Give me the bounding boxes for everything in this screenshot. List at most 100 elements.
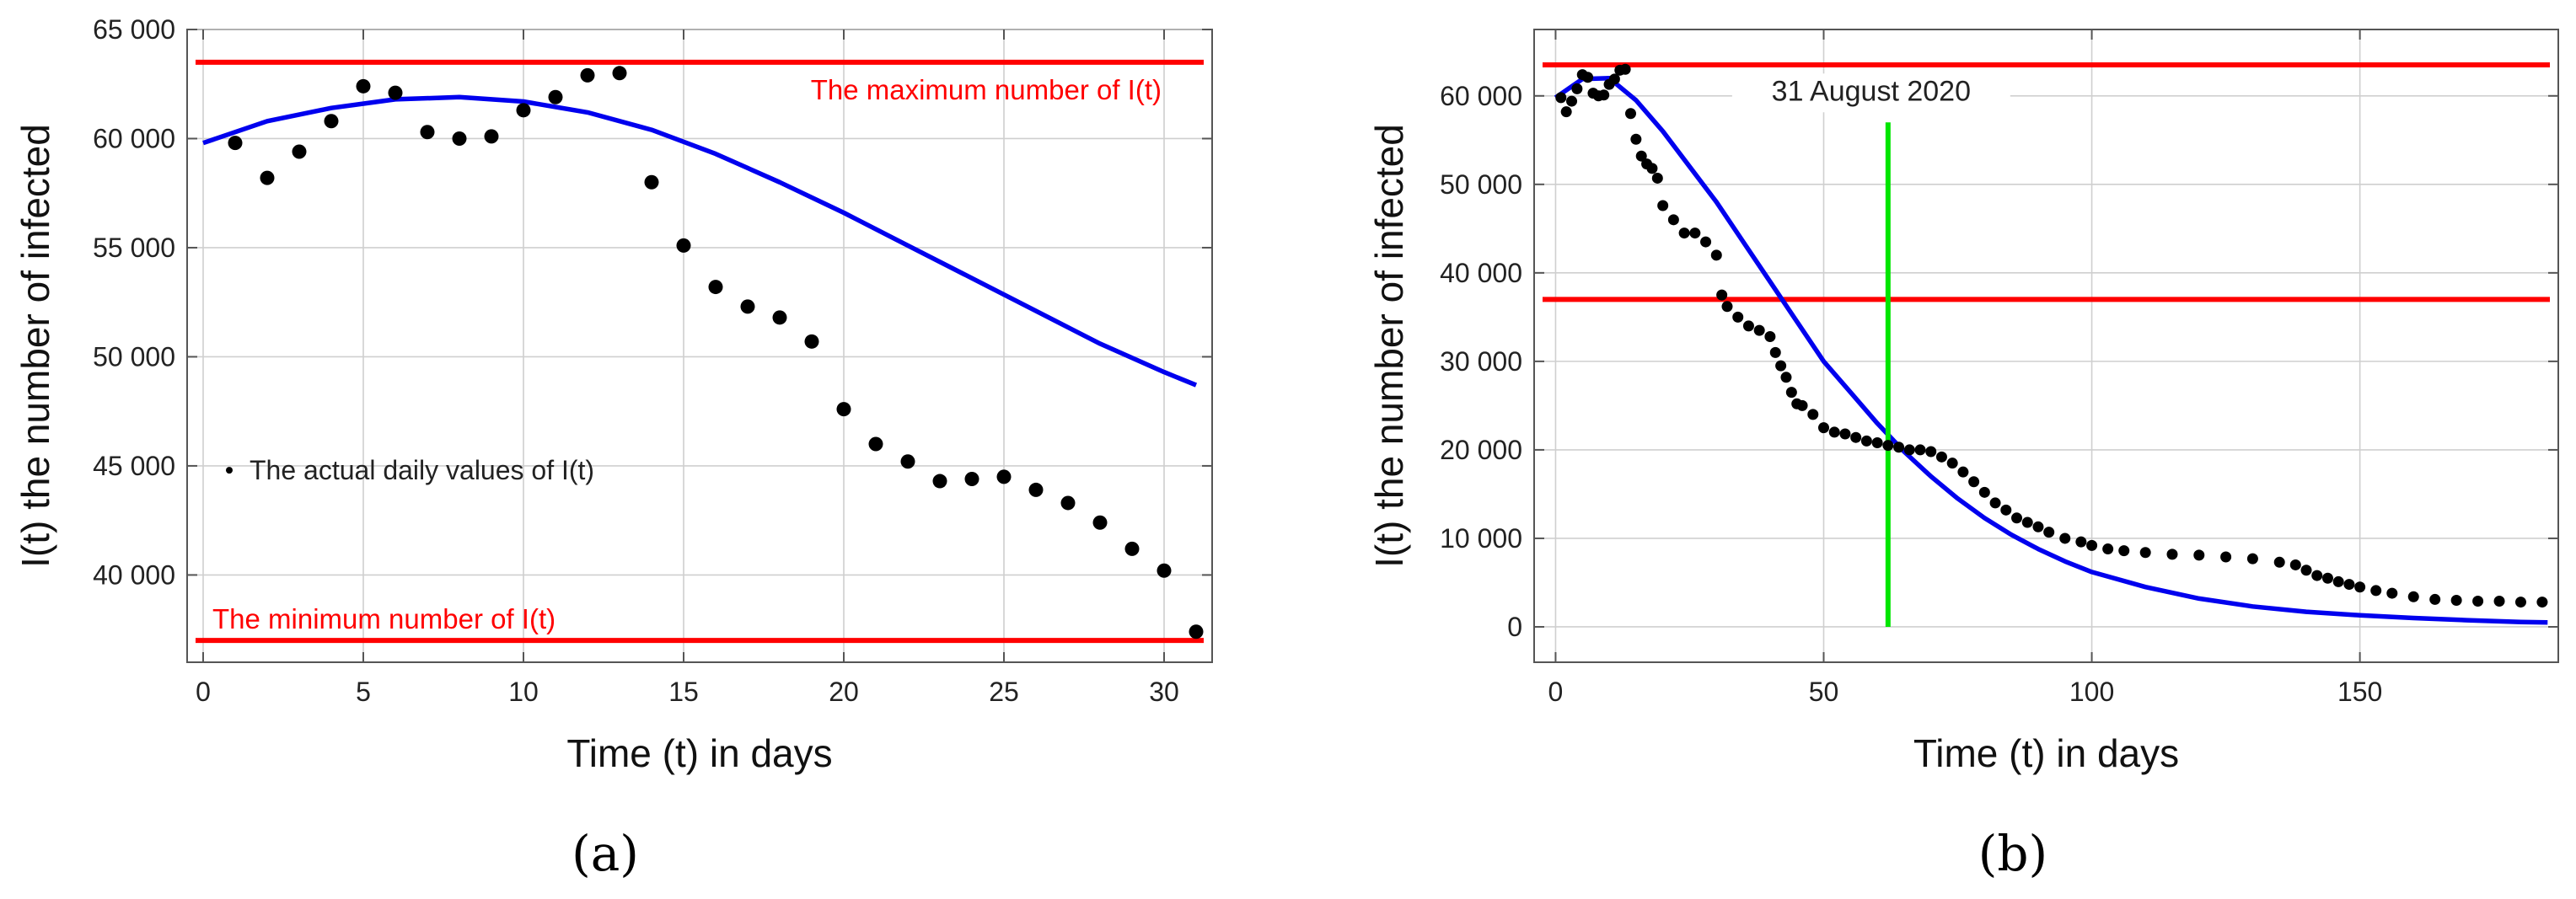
data-point <box>2332 575 2344 587</box>
plot-frame <box>186 29 1213 663</box>
x-tick-label: 25 <box>989 677 1019 707</box>
data-point <box>2536 597 2548 608</box>
data-point <box>228 136 243 151</box>
x-tick-label: 100 <box>2069 677 2114 707</box>
data-point <box>516 103 531 118</box>
y-tick-label: 60 000 <box>1440 81 1522 111</box>
data-point <box>772 310 787 325</box>
chart-panel-a: 40 000 45 000 50 000 55 000 60 000 65 000 0 5 10… <box>13 14 1213 775</box>
data-point <box>1882 440 1894 452</box>
data-point <box>2139 547 2151 559</box>
date-label-background <box>1731 73 2010 113</box>
data-point <box>1630 133 1642 145</box>
data-point <box>1978 486 1990 498</box>
data-point <box>1850 431 1862 443</box>
data-point <box>1989 497 2001 509</box>
data-point <box>1092 515 1108 530</box>
data-point <box>1710 249 1722 261</box>
x-tick-label: 10 <box>508 677 539 707</box>
data-point <box>1764 330 1776 342</box>
data-point <box>2220 551 2232 563</box>
data-point <box>356 78 371 94</box>
data-point <box>1903 444 1915 456</box>
data-point <box>1635 150 1647 162</box>
data-point <box>2166 548 2178 560</box>
data-point <box>260 170 275 185</box>
data-point <box>1860 435 1872 447</box>
data-point <box>2386 587 2398 599</box>
data-point <box>1753 324 1765 336</box>
y-tick-label: 60 000 <box>93 123 175 153</box>
data-point <box>2246 553 2258 565</box>
data-point <box>1780 372 1792 383</box>
data-point <box>1124 541 1140 556</box>
data-point <box>1667 214 1679 226</box>
y-tick-label: 20 000 <box>1440 435 1522 465</box>
y-tick-label: 50 000 <box>93 341 175 372</box>
data-point <box>676 238 691 253</box>
data-point <box>1571 83 1583 94</box>
data-point <box>644 174 659 190</box>
data-point <box>2032 521 2044 532</box>
data-point <box>548 89 563 104</box>
data-point <box>708 280 723 295</box>
data-point <box>740 299 755 314</box>
data-point <box>2472 596 2484 607</box>
data-point <box>1716 289 1728 301</box>
data-point <box>580 67 595 83</box>
y-axis-label: I(t) the number of infected <box>1367 124 1411 568</box>
data-point <box>932 474 947 489</box>
data-point <box>2311 570 2323 581</box>
x-tick-label: 5 <box>356 677 371 707</box>
data-point <box>2193 549 2205 561</box>
x-tick-label: 15 <box>668 677 699 707</box>
x-tick-label: 0 <box>1548 677 1564 707</box>
x-tick-label: 0 <box>196 677 211 707</box>
data-point <box>836 402 851 417</box>
data-point <box>1914 444 1926 456</box>
data-point <box>2102 543 2114 555</box>
y-tick-label: 50 000 <box>1440 169 1522 200</box>
data-point <box>292 144 307 159</box>
y-axis-label: I(t) the number of infected <box>13 124 57 568</box>
data-point <box>2450 594 2462 606</box>
data-point <box>2300 565 2312 576</box>
x-axis-label: Time (t) in days <box>1913 731 2179 775</box>
data-point <box>1796 399 1808 411</box>
data-point <box>868 436 883 452</box>
data-point <box>2343 579 2355 591</box>
data-point <box>1925 446 1937 458</box>
data-point <box>1828 426 1840 438</box>
data-point <box>2514 597 2526 608</box>
data-point <box>1721 301 1733 313</box>
data-point <box>1957 466 1969 478</box>
data-point <box>1935 451 1947 463</box>
data-point <box>2059 532 2071 544</box>
plot-frame <box>1533 29 2559 663</box>
y-tick-label: 0 <box>1507 612 1522 642</box>
y-tick-label: 30 000 <box>1440 346 1522 377</box>
data-point <box>2021 516 2033 528</box>
data-point <box>1657 200 1669 211</box>
data-point <box>2429 593 2441 605</box>
data-point <box>388 85 403 100</box>
data-point <box>2407 591 2419 602</box>
y-tick-label: 55 000 <box>93 233 175 263</box>
data-point <box>2011 512 2023 524</box>
data-point <box>964 471 979 486</box>
data-point <box>452 131 467 146</box>
data-point <box>1608 73 1620 85</box>
data-point <box>1646 163 1658 174</box>
panel-label-b: (b) <box>1978 825 2047 882</box>
data-point <box>1689 227 1701 239</box>
data-point <box>1871 437 1883 449</box>
data-point <box>2321 572 2333 584</box>
data-point <box>420 125 435 140</box>
data-point <box>324 114 339 129</box>
y-tick-label: 40 000 <box>1440 258 1522 288</box>
data-point <box>2075 536 2087 548</box>
data-point <box>1732 311 1744 323</box>
min-line-label: The minimum number of I(t) <box>212 603 555 634</box>
data-point <box>1893 441 1905 453</box>
